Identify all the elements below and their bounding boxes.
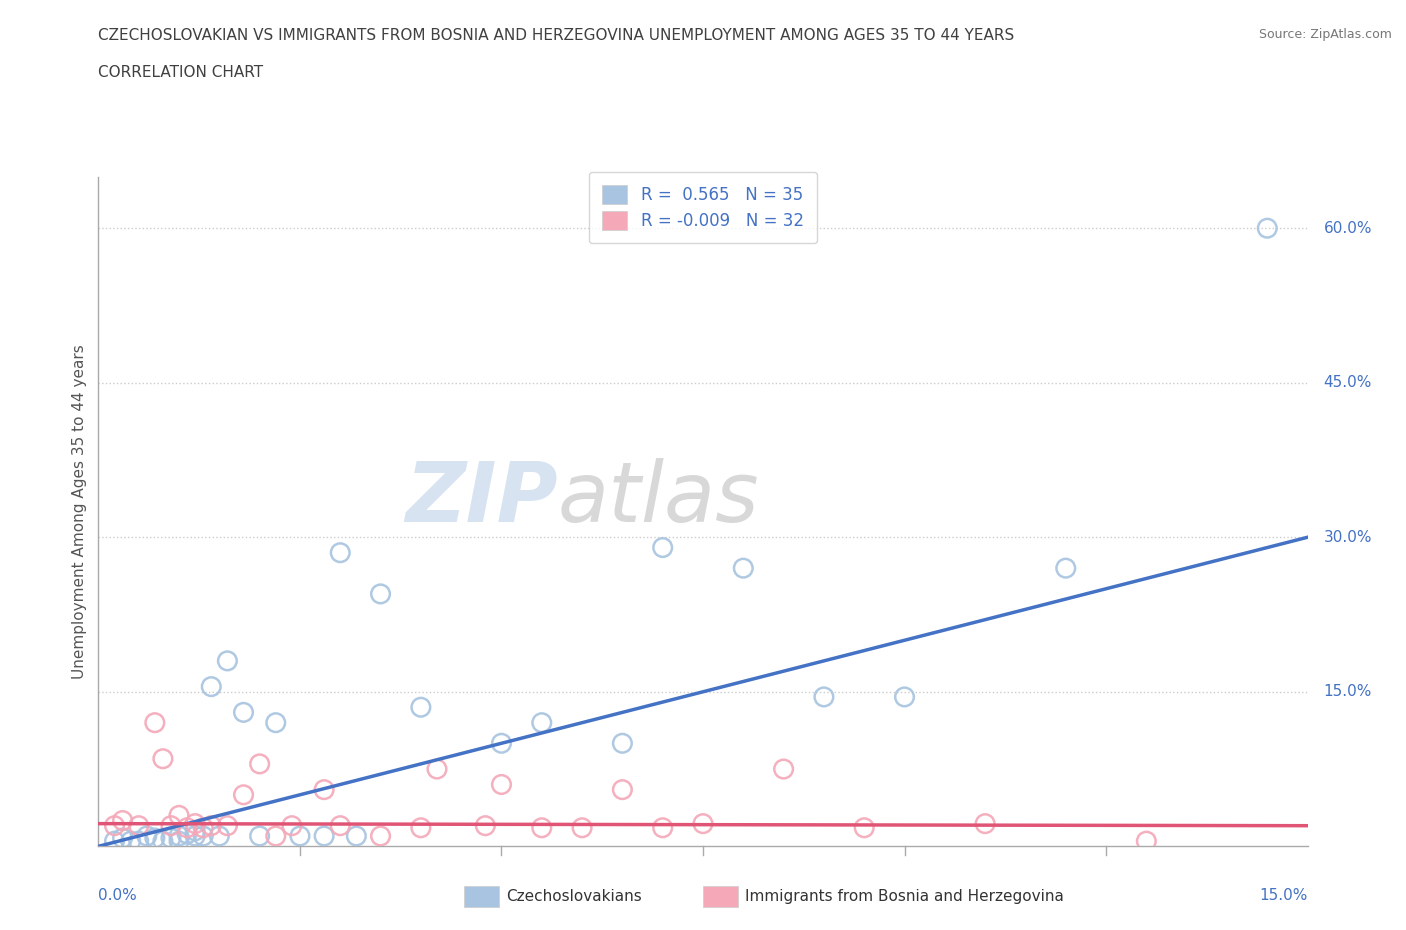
Text: 30.0%: 30.0%: [1323, 530, 1372, 545]
Point: [370, 829, 392, 844]
Point: [120, 833, 142, 848]
Point: [530, 715, 553, 730]
Point: [128, 818, 150, 833]
Point: [167, 808, 190, 823]
Point: [974, 817, 997, 831]
Text: ZIP: ZIP: [405, 458, 558, 538]
Point: [143, 715, 166, 730]
Point: [314, 829, 336, 844]
Text: Source: ZipAtlas.com: Source: ZipAtlas.com: [1258, 28, 1392, 41]
Point: [184, 823, 207, 838]
Text: 15.0%: 15.0%: [1260, 887, 1308, 902]
Point: [491, 777, 513, 792]
Point: [217, 818, 239, 833]
Point: [281, 818, 304, 833]
Point: [491, 736, 513, 751]
Point: [128, 833, 150, 848]
Point: [264, 715, 287, 730]
Point: [344, 829, 367, 844]
Point: [612, 782, 634, 797]
Point: [217, 654, 239, 669]
Point: [184, 829, 207, 844]
Point: [143, 830, 166, 845]
Point: [612, 736, 634, 751]
Text: 60.0%: 60.0%: [1323, 220, 1372, 235]
Point: [314, 782, 336, 797]
Point: [232, 788, 254, 803]
Point: [1256, 220, 1278, 235]
Text: 0.0%: 0.0%: [98, 887, 138, 902]
Point: [651, 540, 673, 555]
Text: Immigrants from Bosnia and Herzegovina: Immigrants from Bosnia and Herzegovina: [745, 889, 1064, 904]
Point: [264, 829, 287, 844]
Point: [167, 829, 190, 844]
Text: atlas: atlas: [558, 458, 759, 538]
Point: [329, 818, 352, 833]
Point: [208, 829, 231, 844]
Point: [111, 813, 134, 828]
Point: [409, 699, 432, 714]
Point: [409, 820, 432, 835]
Point: [1135, 833, 1157, 848]
Text: CORRELATION CHART: CORRELATION CHART: [98, 65, 263, 80]
Point: [530, 820, 553, 835]
Point: [853, 820, 876, 835]
Text: CZECHOSLOVAKIAN VS IMMIGRANTS FROM BOSNIA AND HERZEGOVINA UNEMPLOYMENT AMONG AGE: CZECHOSLOVAKIAN VS IMMIGRANTS FROM BOSNI…: [98, 28, 1015, 43]
Point: [160, 830, 183, 845]
Point: [651, 820, 673, 835]
Point: [103, 818, 125, 833]
Point: [193, 820, 215, 835]
Point: [160, 818, 183, 833]
Point: [152, 833, 174, 848]
Point: [152, 751, 174, 766]
Point: [733, 561, 755, 576]
Point: [135, 829, 157, 844]
Point: [329, 545, 352, 560]
Point: [288, 829, 311, 844]
Legend: R =  0.565   N = 35, R = -0.009   N = 32: R = 0.565 N = 35, R = -0.009 N = 32: [589, 172, 817, 244]
Point: [200, 679, 222, 694]
Point: [474, 818, 496, 833]
Point: [103, 833, 125, 848]
Point: [193, 829, 215, 844]
Point: [249, 829, 271, 844]
Point: [893, 689, 915, 704]
Y-axis label: Unemployment Among Ages 35 to 44 years: Unemployment Among Ages 35 to 44 years: [72, 344, 87, 679]
Point: [426, 762, 449, 777]
Point: [176, 820, 198, 835]
Point: [772, 762, 794, 777]
Point: [370, 587, 392, 602]
Point: [1054, 561, 1077, 576]
Point: [692, 817, 714, 831]
Point: [167, 833, 190, 848]
Point: [813, 689, 835, 704]
Text: Czechoslovakians: Czechoslovakians: [506, 889, 643, 904]
Point: [200, 818, 222, 833]
Point: [232, 705, 254, 720]
Point: [176, 827, 198, 842]
Point: [184, 817, 207, 831]
Text: 45.0%: 45.0%: [1323, 375, 1372, 391]
Point: [249, 756, 271, 771]
Text: 15.0%: 15.0%: [1323, 684, 1372, 699]
Point: [111, 830, 134, 845]
Point: [571, 820, 593, 835]
